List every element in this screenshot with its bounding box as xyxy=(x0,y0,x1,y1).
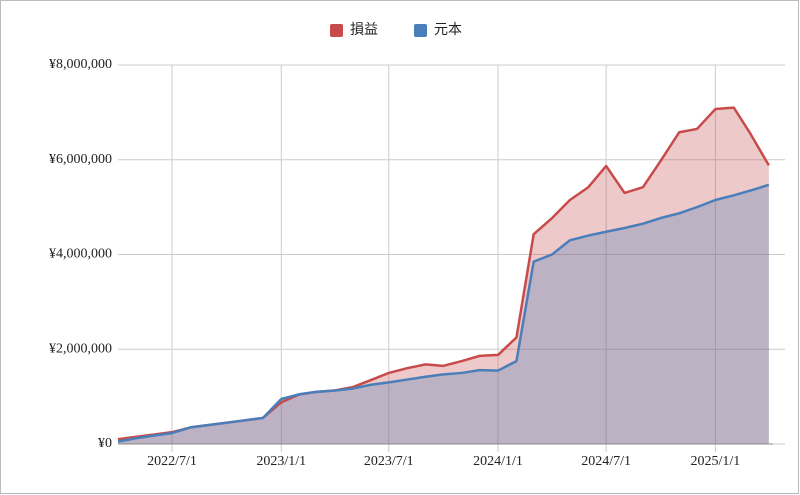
x-tick-label: 2024/7/1 xyxy=(581,454,631,469)
legend-label: 元本 xyxy=(434,22,462,38)
x-tick-label: 2023/1/1 xyxy=(256,454,306,469)
x-tick-label: 2024/1/1 xyxy=(473,454,523,469)
x-tick-label: 2023/7/1 xyxy=(364,454,414,469)
y-tick-label: ¥4,000,000 xyxy=(49,247,112,262)
area-fill xyxy=(118,184,769,444)
y-tick-label: ¥2,000,000 xyxy=(49,341,112,356)
legend-label: 損益 xyxy=(350,22,378,38)
series-line xyxy=(117,183,770,443)
x-tick-label: 2025/1/1 xyxy=(691,454,741,469)
legend-swatch xyxy=(414,24,427,37)
y-tick-label: ¥0 xyxy=(98,436,112,451)
y-tick-label: ¥8,000,000 xyxy=(49,57,112,72)
y-tick-label: ¥6,000,000 xyxy=(49,152,112,167)
x-tick-label: 2022/7/1 xyxy=(147,454,197,469)
legend-swatch xyxy=(330,24,343,37)
area-fill xyxy=(118,107,769,444)
